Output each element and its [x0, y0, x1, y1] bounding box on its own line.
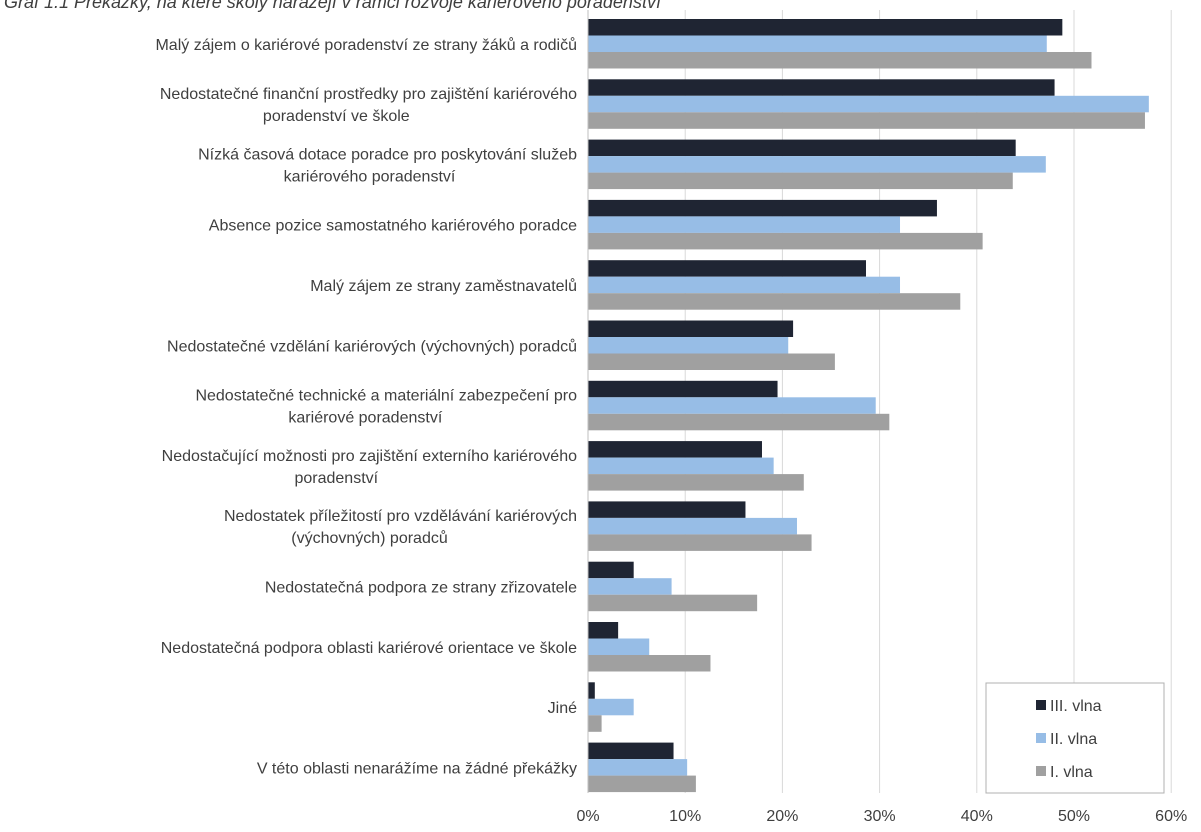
- bar: [588, 232, 983, 250]
- bar: [588, 655, 711, 672]
- bar: [588, 638, 650, 655]
- category-label: Nedostatek příležitostí pro vzdělávání k…: [224, 508, 577, 525]
- bar: [588, 534, 812, 551]
- bar: [588, 293, 961, 310]
- bar: [588, 156, 1046, 173]
- bars: [588, 19, 1149, 793]
- category-label: Nedostatečná podpora ze strany zřizovate…: [265, 579, 577, 596]
- chart-caption: Graf 1.1 Překážky, na které školy naráže…: [4, 0, 663, 12]
- category-label: poradenství ve škole: [263, 108, 410, 125]
- bar: [588, 594, 758, 612]
- bar: [588, 715, 602, 732]
- category-label: Jiné: [548, 700, 577, 717]
- bar: [588, 35, 1047, 52]
- category-label: kariérové poradenství: [288, 410, 442, 427]
- bar: [588, 260, 866, 277]
- bar: [588, 698, 634, 716]
- x-tick-label: 0%: [576, 808, 599, 825]
- bar: [588, 457, 774, 475]
- bar: [588, 95, 1149, 113]
- bar: [588, 199, 937, 217]
- category-label: Nedostatečné technické a materiální zabe…: [195, 388, 577, 405]
- bar: [588, 474, 804, 491]
- legend-swatch: [1036, 766, 1046, 776]
- bar: [588, 320, 794, 337]
- category-label: Nedostačující možnosti pro zajištění ext…: [162, 448, 577, 465]
- x-tick-label: 50%: [1058, 808, 1090, 825]
- bar: [588, 52, 1092, 69]
- category-label: Nízká časová dotace poradce pro poskytov…: [198, 146, 577, 163]
- bar: [588, 276, 901, 294]
- legend-label: II. vlna: [1050, 731, 1097, 748]
- category-label: poradenství: [294, 470, 378, 487]
- bar: [588, 517, 797, 535]
- bar: [588, 139, 1016, 157]
- legend-swatch: [1036, 700, 1046, 710]
- category-label: Nedostatečné vzdělání kariérových (výcho…: [167, 337, 577, 355]
- bar: [588, 775, 696, 793]
- bar: [588, 19, 1063, 36]
- category-labels: Malý zájem o kariérové poradenství ze st…: [155, 36, 577, 778]
- bar: [588, 397, 876, 414]
- legend: III. vlna II. vlna I. vlna: [985, 682, 1165, 794]
- bar: [588, 112, 1145, 129]
- category-label: V této oblasti nenarážíme na žádné překá…: [257, 760, 577, 777]
- bar: [588, 380, 778, 398]
- bar: [588, 172, 1013, 190]
- x-tick-label: 20%: [766, 808, 798, 825]
- x-tick-label: 10%: [669, 808, 701, 825]
- category-label: Malý zájem ze strany zaměstnavatelů: [310, 277, 577, 295]
- category-label: Absence pozice samostatného kariérového …: [209, 218, 577, 235]
- category-label: kariérového poradenství: [284, 168, 456, 185]
- category-label: (výchovných) poradců: [291, 529, 448, 547]
- x-tick-label: 30%: [864, 808, 896, 825]
- category-label: Nedostatečná podpora oblasti kariérové o…: [161, 640, 577, 657]
- category-label: Malý zájem o kariérové poradenství ze st…: [155, 36, 577, 54]
- bar: [588, 337, 789, 354]
- bar: [588, 413, 890, 431]
- bar: [588, 622, 619, 639]
- bar: [588, 216, 901, 233]
- bar: [588, 759, 688, 776]
- legend-label: I. vlna: [1050, 764, 1093, 781]
- legend-box: [985, 682, 1165, 794]
- bar: [588, 79, 1055, 96]
- category-label: Nedostatečné finanční prostředky pro zaj…: [160, 86, 577, 103]
- legend-swatch: [1036, 733, 1046, 743]
- legend-label: III. vlna: [1050, 698, 1102, 715]
- bar: [588, 353, 835, 370]
- bar: [588, 682, 595, 699]
- bar: [588, 578, 672, 595]
- x-tick-label: 40%: [961, 808, 993, 825]
- bar: [588, 441, 762, 458]
- bar: [588, 561, 634, 579]
- bar: [588, 501, 746, 518]
- x-axis-ticks: 0% 10% 20% 30% 40% 50% 60%: [576, 808, 1187, 825]
- bar: [588, 742, 674, 760]
- x-tick-label: 60%: [1155, 808, 1187, 825]
